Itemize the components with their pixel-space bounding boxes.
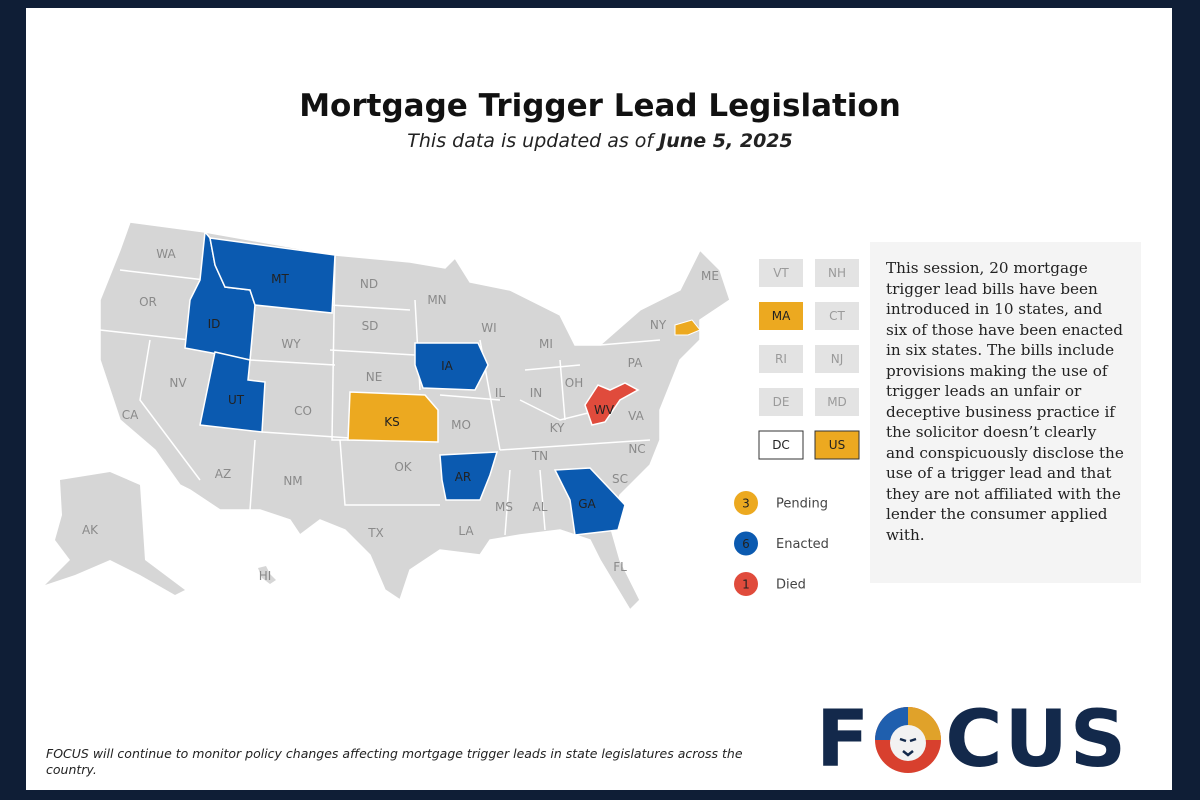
- subtitle-date: June 5, 2025: [659, 130, 793, 152]
- state-label: FL: [613, 560, 627, 574]
- legend-dot: [734, 531, 758, 556]
- state-shape: [674, 319, 701, 336]
- state-label: PA: [628, 356, 643, 370]
- state-label: MI: [539, 337, 553, 351]
- logo: F CUS: [816, 695, 1128, 785]
- small-state-label: DC: [772, 438, 790, 452]
- state-label: ME: [701, 269, 719, 283]
- state-label: NM: [283, 474, 302, 488]
- legend-count: 6: [742, 537, 750, 551]
- state-label: MO: [451, 418, 471, 432]
- hawaii-shape: [258, 566, 276, 584]
- state-label: WA: [156, 247, 176, 261]
- small-state-label: MD: [827, 395, 847, 409]
- small-state-box: [759, 302, 803, 330]
- title: Mortgage Trigger Lead Legislation: [299, 88, 901, 124]
- state-label: NV: [169, 376, 187, 390]
- state-shape: [584, 382, 640, 426]
- logo-left: F: [816, 695, 872, 785]
- small-state-label: NJ: [831, 352, 844, 366]
- legend-count: 1: [742, 578, 750, 592]
- small-state-box: [815, 388, 859, 416]
- state-label: KS: [384, 415, 400, 429]
- state-shape: [414, 342, 489, 391]
- state-label: WV: [594, 403, 615, 417]
- state-label: AZ: [215, 467, 231, 481]
- small-state-box: [759, 259, 803, 287]
- alaska-shape: [45, 472, 185, 595]
- state-label: MS: [495, 500, 513, 514]
- footnote: FOCUS will continue to monitor policy ch…: [46, 746, 743, 777]
- small-state-label: VT: [773, 266, 789, 280]
- state-label: SC: [612, 472, 628, 486]
- state-label: IN: [530, 386, 543, 400]
- state-label: VA: [628, 409, 644, 423]
- state-shape: [553, 467, 626, 536]
- state-label: OH: [565, 376, 583, 390]
- small-state-box: [758, 430, 804, 460]
- state-label: HI: [259, 569, 272, 583]
- small-state-box: [814, 430, 860, 460]
- state-label: LA: [458, 524, 474, 538]
- state-label: UT: [228, 393, 245, 407]
- logo-right: CUS: [945, 695, 1129, 785]
- small-state-label: CT: [829, 309, 845, 323]
- small-state-box: [815, 302, 859, 330]
- state-shape: [347, 391, 439, 443]
- legend-label: Died: [776, 578, 806, 593]
- small-state-label: US: [829, 438, 845, 452]
- state-label: ND: [360, 277, 378, 291]
- state-label: MT: [271, 272, 289, 286]
- state-label: CA: [122, 408, 139, 422]
- subtitle: This data is updated as of June 5, 2025: [0, 130, 1200, 152]
- small-state-label: NH: [828, 266, 846, 280]
- state-label: IL: [495, 386, 506, 400]
- legend-dot: [734, 572, 758, 596]
- state-label: NY: [650, 318, 667, 332]
- state-shape: [209, 237, 336, 314]
- state-label: TX: [367, 526, 384, 540]
- legend-dot: [734, 491, 758, 515]
- state-label: AK: [82, 523, 99, 537]
- state-shape: [199, 351, 266, 433]
- state-label: OK: [394, 460, 412, 474]
- state-label: AR: [455, 470, 472, 484]
- state-label: GA: [578, 497, 596, 511]
- small-state-label: MA: [772, 309, 791, 323]
- small-state-label: RI: [775, 352, 787, 366]
- state-label: SD: [362, 319, 379, 333]
- state-label: WI: [481, 321, 496, 335]
- state-label: MN: [427, 293, 446, 307]
- state-label: ID: [208, 317, 221, 331]
- small-state-box: [815, 259, 859, 287]
- legend-label: Enacted: [776, 537, 829, 552]
- small-state-label: DE: [773, 395, 790, 409]
- logo-lion: [875, 707, 942, 773]
- summary: This session, 20 mortgage trigger lead b…: [870, 242, 1141, 583]
- state-label: CO: [294, 404, 312, 418]
- state-label: KY: [550, 421, 565, 435]
- small-state-box: [759, 345, 803, 373]
- legend-count: 3: [742, 497, 750, 511]
- state-label: OR: [139, 295, 157, 309]
- state-label: AL: [533, 500, 548, 514]
- state-shape: [439, 451, 499, 501]
- small-state-box: [759, 388, 803, 416]
- state-label: TN: [531, 449, 548, 463]
- state-label: WY: [281, 337, 301, 351]
- small-state-box: [815, 345, 859, 373]
- subtitle-prefix: This data is updated as of: [407, 130, 660, 152]
- state-label: IA: [441, 359, 454, 373]
- state-label: NE: [366, 370, 383, 384]
- state-label: NC: [628, 442, 645, 456]
- legend-label: Pending: [776, 497, 828, 512]
